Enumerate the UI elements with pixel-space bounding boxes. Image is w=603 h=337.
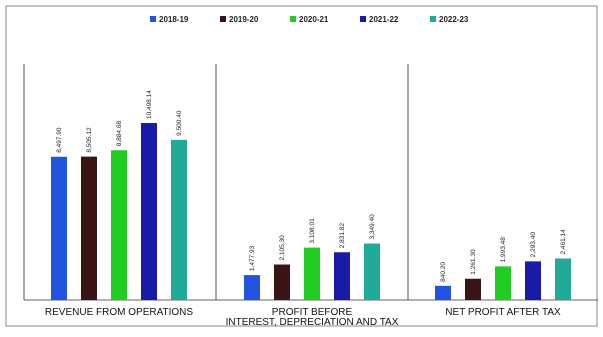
data-label-2-1: 1,261.30 [470,249,477,275]
legend-label-2020-21: 2020-21 [299,15,329,24]
bar-1-2020-21 [304,247,320,300]
data-label-1-4: 3,349.40 [369,214,376,240]
legend-swatch-2022-23 [430,16,436,22]
group-label-0-0: REVENUE FROM OPERATIONS [45,307,193,318]
bar-0-2020-21 [111,150,127,300]
legend-label-2021-22: 2021-22 [369,15,399,24]
legend: 2018-19 2019-20 2020-21 2021-22 2022-23 [150,15,469,24]
bar-2-2022-23 [555,258,571,300]
data-label-0-3: 10,498.14 [146,90,153,119]
bar-0-2018-19 [51,156,67,300]
bar-0-2021-22 [141,123,157,300]
bar-1-2022-23 [364,243,380,300]
legend-swatch-2020-21 [290,16,296,22]
data-label-1-3: 2,831.82 [339,223,346,249]
group-label-1-1: INTEREST, DEPRECIATION AND TAX [226,317,399,328]
data-label-1-1: 2,105.30 [279,235,286,261]
data-label-0-2: 8,884.68 [116,121,123,147]
group-label-2-0: NET PROFIT AFTER TAX [445,307,561,318]
bar-2-2021-22 [525,261,541,300]
data-label-2-4: 2,461.14 [560,229,567,255]
data-label-2-2: 1,993.48 [500,237,507,263]
bar-0-2022-23 [171,139,187,300]
bar-2-2019-20 [465,278,481,300]
legend-swatch-2019-20 [220,16,226,22]
data-label-0-1: 8,505.12 [86,127,93,153]
panels: 8,497.90 8,505.12 8,884.68 10,498.14 9,500.4… [23,64,598,328]
legend-swatch-2021-22 [360,16,366,22]
bar-1-2021-22 [334,252,350,300]
bar-1-2019-20 [274,264,290,300]
legend-swatch-2018-19 [150,16,156,22]
group-label-1-0: PROFIT BEFORE [272,307,353,318]
legend-label-2019-20: 2019-20 [229,15,259,24]
data-label-1-0: 1,477.93 [249,245,256,271]
bar-2-2018-19 [435,285,451,300]
data-label-0-0: 8,497.90 [56,127,63,153]
bar-2-2020-21 [495,266,511,300]
bar-0-2019-20 [81,156,97,300]
bar-1-2018-19 [244,275,260,300]
legend-label-2018-19: 2018-19 [159,15,189,24]
data-label-2-0: 840.20 [440,262,447,282]
data-label-0-4: 9,500.40 [176,110,183,136]
legend-label-2022-23: 2022-23 [439,15,469,24]
data-label-2-3: 2,293.40 [530,232,537,258]
data-label-1-2: 3,108.01 [309,218,316,244]
